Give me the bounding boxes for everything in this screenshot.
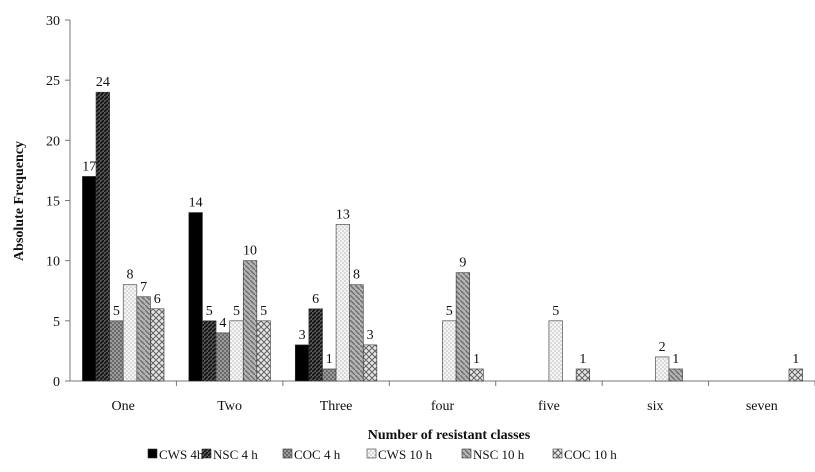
bar-value-label: 3: [299, 328, 306, 343]
bar: [95, 91, 110, 382]
bar-value-label: 9: [459, 256, 466, 271]
bar-value-label: 5: [446, 304, 453, 319]
bar-value-label: 17: [82, 159, 96, 174]
legend: CWS 4h NSC 4 h COC 4 h CWS 10 h NSC 10 h COC …: [147, 447, 617, 462]
x-tick-label: Three: [320, 399, 353, 414]
legend-swatch: [366, 448, 377, 459]
x-tick-label: six: [647, 399, 663, 414]
legend-swatch: [552, 448, 563, 459]
bar: [215, 332, 230, 382]
bar: [655, 356, 670, 382]
legend-label: COC 4 h: [294, 447, 341, 462]
bar-value-label: 8: [353, 268, 360, 283]
bar-value-label: 1: [672, 352, 679, 367]
bar-value-label: 5: [552, 304, 559, 319]
legend-label: CWS 10 h: [378, 447, 433, 462]
x-tick-label: One: [112, 399, 135, 414]
bar-value-label: 5: [206, 304, 213, 319]
x-tick-label: four: [431, 399, 455, 414]
legend-label: NSC 4 h: [213, 447, 258, 462]
bar: [188, 212, 203, 382]
bar-value-label: 1: [326, 352, 333, 367]
bar: [322, 368, 337, 382]
bar-value-label: 1: [792, 352, 799, 367]
y-tick-label: 30: [46, 14, 60, 29]
bar-value-label: 5: [233, 304, 240, 319]
bar: [469, 368, 484, 382]
bars: [82, 91, 803, 382]
legend-swatch: [147, 448, 158, 459]
y-tick-label: 20: [46, 134, 60, 149]
bar-value-label: 2: [659, 340, 666, 355]
bar: [575, 368, 591, 382]
x-tick-label: seven: [746, 399, 778, 414]
bar: [109, 320, 124, 382]
legend-swatch: [461, 448, 472, 459]
bar-value-label: 6: [312, 292, 319, 307]
bar: [335, 224, 350, 382]
bar-value-label: 1: [579, 352, 586, 367]
bar-value-label: 24: [96, 75, 110, 90]
bar-value-label: 10: [243, 244, 257, 259]
bar-value-label: 6: [154, 292, 161, 307]
bar: [202, 320, 217, 382]
legend-label: CWS 4h: [159, 447, 204, 462]
legend-label: NSC 10 h: [473, 447, 525, 462]
bar: [256, 320, 271, 382]
x-tick-label: Two: [217, 399, 242, 414]
bar-value-label: 5: [113, 304, 120, 319]
bar: [668, 368, 683, 382]
y-axis-title: Absolute Frequency: [12, 141, 27, 261]
legend-swatch: [282, 448, 293, 459]
legend-swatch: [201, 448, 212, 459]
bar: [455, 272, 471, 382]
bar: [788, 368, 803, 382]
y-tick-label: 25: [46, 74, 60, 89]
bar: [150, 308, 165, 382]
bar-value-label: 13: [336, 208, 350, 223]
y-tick-label: 15: [46, 195, 60, 210]
bar: [82, 176, 97, 382]
y-tick-label: 10: [46, 255, 60, 270]
bar-value-label: 4: [219, 316, 226, 331]
bar: [362, 344, 378, 382]
x-tick-label: five: [538, 399, 560, 414]
bar: [349, 284, 364, 382]
bar: [308, 308, 323, 382]
x-axis-title: Number of resistant classes: [368, 428, 531, 443]
bar-value-label: 5: [260, 304, 267, 319]
bar-value-label: 7: [140, 280, 147, 295]
bar: [442, 320, 457, 382]
y-tick-label: 5: [53, 315, 60, 330]
bar-value-label: 3: [367, 328, 374, 343]
y-tick-label: 0: [53, 375, 60, 390]
bar: [294, 344, 310, 382]
bar-value-label: 14: [189, 196, 203, 211]
bar: [136, 296, 151, 382]
bar: [242, 260, 258, 382]
bar: [229, 320, 244, 382]
legend-label: COC 10 h: [564, 447, 617, 462]
bar-value-label: 1: [473, 352, 480, 367]
bar-value-label: 8: [127, 268, 134, 283]
bar: [548, 320, 563, 382]
bar: [122, 284, 138, 382]
